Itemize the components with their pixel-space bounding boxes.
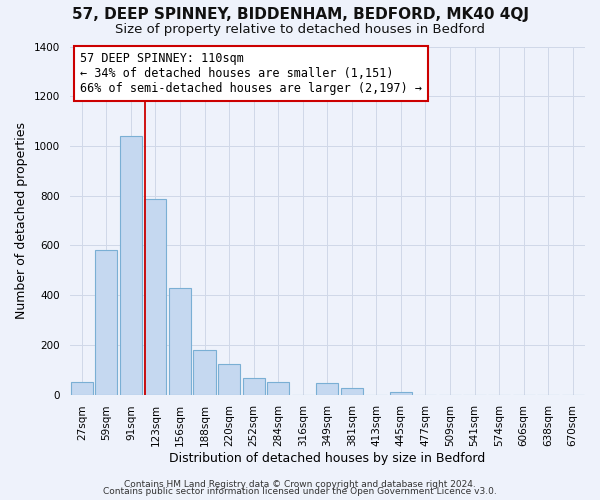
X-axis label: Distribution of detached houses by size in Bedford: Distribution of detached houses by size … <box>169 452 485 465</box>
Bar <box>193 350 215 395</box>
Text: Contains public sector information licensed under the Open Government Licence v3: Contains public sector information licen… <box>103 487 497 496</box>
Bar <box>71 382 93 394</box>
Bar <box>145 200 166 394</box>
Bar <box>169 288 191 395</box>
Text: 57, DEEP SPINNEY, BIDDENHAM, BEDFORD, MK40 4QJ: 57, DEEP SPINNEY, BIDDENHAM, BEDFORD, MK… <box>71 8 529 22</box>
Bar <box>242 378 265 394</box>
Bar <box>341 388 363 394</box>
Text: Contains HM Land Registry data © Crown copyright and database right 2024.: Contains HM Land Registry data © Crown c… <box>124 480 476 489</box>
Bar <box>218 364 240 394</box>
Bar <box>390 392 412 394</box>
Bar <box>316 382 338 394</box>
Y-axis label: Number of detached properties: Number of detached properties <box>15 122 28 319</box>
Bar <box>267 382 289 394</box>
Bar <box>95 250 118 394</box>
Text: Size of property relative to detached houses in Bedford: Size of property relative to detached ho… <box>115 22 485 36</box>
Text: 57 DEEP SPINNEY: 110sqm
← 34% of detached houses are smaller (1,151)
66% of semi: 57 DEEP SPINNEY: 110sqm ← 34% of detache… <box>80 52 422 94</box>
Bar <box>120 136 142 394</box>
